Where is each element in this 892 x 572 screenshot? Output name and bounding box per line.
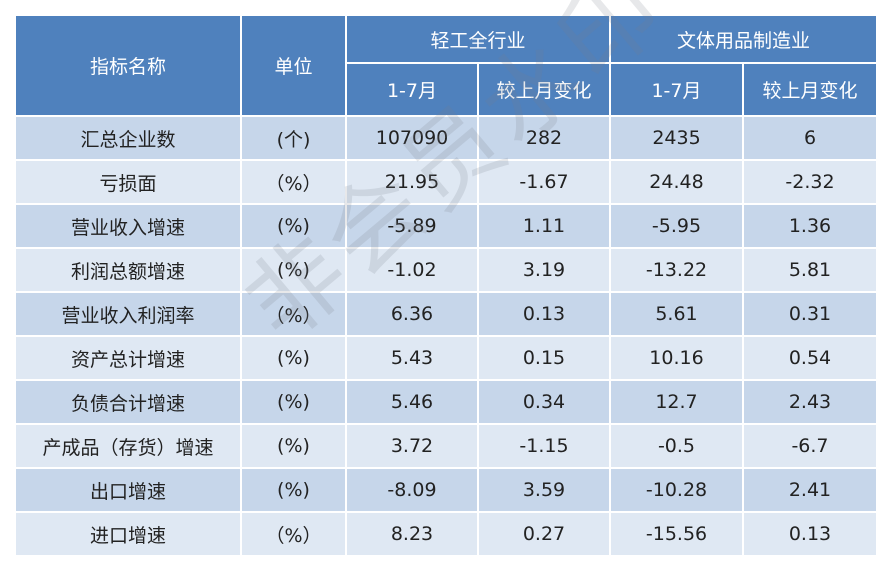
unit-cell: (%) — [240, 203, 347, 249]
row-label: 资产总计增速 — [14, 335, 242, 381]
value-cell: 0.54 — [742, 335, 878, 381]
unit-cell: (%) — [240, 247, 347, 293]
value-cell: 0.31 — [742, 291, 878, 337]
data-table: 指标名称 单位 轻工全行业 文体用品制造业 1-7月 较上月变化 1-7月 较上… — [14, 14, 878, 557]
table-row: 产成品（存货）增速 (%) 3.72 -1.15 -0.5 -6.7 — [14, 423, 878, 469]
table-row: 营业收入利润率 （%） 6.36 0.13 5.61 0.31 — [14, 291, 878, 337]
table-row: 出口增速 (%) -8.09 3.59 -10.28 2.41 — [14, 467, 878, 513]
table-row: 资产总计增速 (%) 5.43 0.15 10.16 0.54 — [14, 335, 878, 381]
value-cell: -5.95 — [609, 203, 744, 249]
table-row: 亏损面 （%） 21.95 -1.67 24.48 -2.32 — [14, 159, 878, 205]
value-cell: -15.56 — [609, 511, 744, 557]
row-label: 利润总额增速 — [14, 247, 242, 293]
header-row: 1-7月 较上月变化 1-7月 较上月变化 — [15, 62, 878, 117]
value-cell: 5.46 — [345, 379, 479, 425]
value-cell: 5.81 — [742, 247, 878, 293]
value-cell: 107090 — [345, 115, 479, 161]
row-label: 负债合计增速 — [14, 379, 242, 425]
value-cell: -13.22 — [609, 247, 744, 293]
value-cell: 10.16 — [609, 335, 744, 381]
value-cell: 1.11 — [477, 203, 611, 249]
value-cell: 0.15 — [477, 335, 611, 381]
value-cell: -6.7 — [742, 423, 878, 469]
value-cell: 24.48 — [609, 159, 744, 205]
header-cell: 较上月变化 — [477, 62, 611, 117]
value-cell: 282 — [477, 115, 611, 161]
value-cell: 1.36 — [742, 203, 878, 249]
row-label: 进口增速 — [14, 511, 242, 557]
table-row: 进口增速 （%） 8.23 0.27 -15.56 0.13 — [14, 511, 878, 557]
unit-cell: (%) — [240, 423, 347, 469]
value-cell: 3.59 — [477, 467, 611, 513]
table-row: 利润总额增速 (%) -1.02 3.19 -13.22 5.81 — [14, 247, 878, 293]
header-cell: 单位 — [240, 14, 347, 117]
header-row: 指标名称 单位 轻工全行业 文体用品制造业 — [14, 14, 878, 117]
value-cell: 8.23 — [345, 511, 479, 557]
value-cell: 21.95 — [345, 159, 479, 205]
header-cell: 轻工全行业 — [345, 14, 611, 64]
unit-cell: (个) — [240, 115, 347, 161]
row-label: 出口增速 — [14, 467, 242, 513]
row-label: 营业收入增速 — [14, 203, 242, 249]
header-cell: 指标名称 — [14, 14, 242, 117]
row-label: 亏损面 — [14, 159, 242, 205]
unit-cell: （%） — [240, 159, 347, 205]
value-cell: 2.41 — [742, 467, 878, 513]
header-cell: 文体用品制造业 — [609, 14, 878, 64]
table-wrap: 指标名称 单位 轻工全行业 文体用品制造业 1-7月 较上月变化 1-7月 较上… — [14, 14, 878, 557]
header-cell: 较上月变化 — [742, 62, 878, 117]
value-cell: 6.36 — [345, 291, 479, 337]
value-cell: -8.09 — [345, 467, 479, 513]
unit-cell: (%) — [240, 379, 347, 425]
row-label: 汇总企业数 — [14, 115, 242, 161]
value-cell: 2.43 — [742, 379, 878, 425]
value-cell: -5.89 — [345, 203, 479, 249]
value-cell: 3.19 — [477, 247, 611, 293]
unit-cell: （%） — [240, 511, 347, 557]
value-cell: 0.13 — [742, 511, 878, 557]
value-cell: 0.13 — [477, 291, 611, 337]
value-cell: -0.5 — [609, 423, 744, 469]
value-cell: 3.72 — [345, 423, 479, 469]
value-cell: 0.27 — [477, 511, 611, 557]
value-cell: 0.34 — [477, 379, 611, 425]
value-cell: -10.28 — [609, 467, 744, 513]
unit-cell: (%) — [240, 467, 347, 513]
header-cell: 1-7月 — [609, 62, 744, 117]
value-cell: 6 — [742, 115, 878, 161]
table-row: 营业收入增速 (%) -5.89 1.11 -5.95 1.36 — [14, 203, 878, 249]
table-row: 负债合计增速 (%) 5.46 0.34 12.7 2.43 — [14, 379, 878, 425]
unit-cell: （%） — [240, 291, 347, 337]
value-cell: -2.32 — [742, 159, 878, 205]
value-cell: -1.15 — [477, 423, 611, 469]
value-cell: 5.61 — [609, 291, 744, 337]
row-label: 产成品（存货）增速 — [14, 423, 242, 469]
row-label: 营业收入利润率 — [14, 291, 242, 337]
value-cell: -1.67 — [477, 159, 611, 205]
value-cell: -1.02 — [345, 247, 479, 293]
value-cell: 12.7 — [609, 379, 744, 425]
table-body: 汇总企业数 (个) 107090 282 2435 6 亏损面 （%） 21.95 -1.67 24… — [14, 115, 878, 557]
table-row: 汇总企业数 (个) 107090 282 2435 6 — [14, 115, 878, 161]
header-cell: 1-7月 — [345, 62, 479, 117]
value-cell: 2435 — [609, 115, 744, 161]
unit-cell: (%) — [240, 335, 347, 381]
value-cell: 5.43 — [345, 335, 479, 381]
